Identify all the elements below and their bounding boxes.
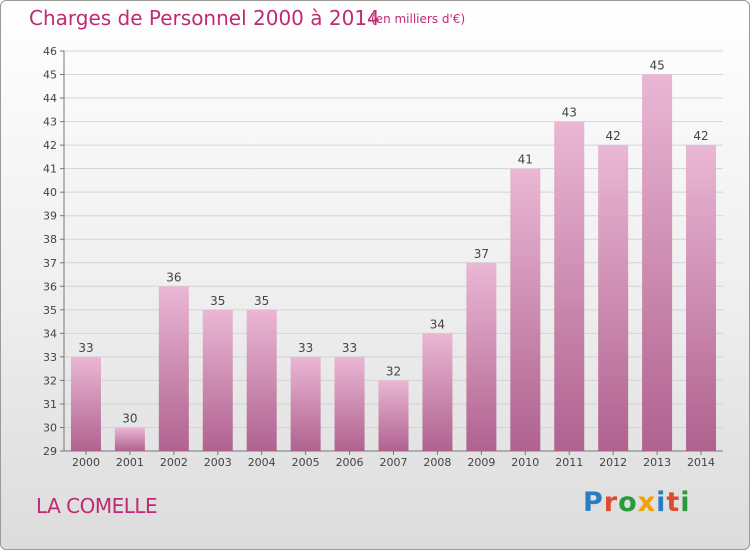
y-tick-label: 35 — [43, 304, 57, 317]
x-tick-label: 2007 — [380, 456, 408, 469]
y-tick-label: 42 — [43, 139, 57, 152]
data-label: 33 — [342, 341, 357, 355]
bar-2010 — [510, 168, 541, 451]
y-tick-label: 33 — [43, 351, 57, 364]
logo-letter: t — [666, 487, 681, 518]
x-tick-label: 2009 — [467, 456, 495, 469]
bar-2003 — [202, 309, 233, 451]
y-tick-label: 31 — [43, 398, 57, 411]
x-tick-label: 2010 — [511, 456, 539, 469]
y-tick-label: 38 — [43, 233, 57, 246]
data-label: 30 — [122, 411, 137, 425]
data-label: 35 — [210, 294, 225, 308]
y-tick-label: 36 — [43, 280, 57, 293]
y-tick-label: 32 — [43, 374, 57, 387]
bar-2004 — [246, 309, 277, 451]
y-tick-label: 45 — [43, 69, 57, 82]
bar-2002 — [158, 286, 189, 451]
data-label: 33 — [78, 341, 93, 355]
bar-2014 — [686, 145, 717, 451]
y-tick-label: 39 — [43, 210, 57, 223]
bar-2012 — [598, 145, 629, 451]
bar-2001 — [114, 427, 145, 451]
data-label: 33 — [298, 341, 313, 355]
x-tick-label: 2008 — [423, 456, 451, 469]
x-tick-label: 2006 — [336, 456, 364, 469]
logo-letter: r — [603, 487, 619, 518]
x-tick-label: 2012 — [599, 456, 627, 469]
proxiti-logo: Proxiti — [583, 487, 691, 518]
data-label: 36 — [166, 270, 181, 284]
y-tick-label: 37 — [43, 257, 57, 270]
bar-2008 — [422, 333, 453, 451]
bar-2009 — [466, 262, 497, 451]
bar-2013 — [642, 74, 673, 451]
data-label: 42 — [606, 129, 621, 143]
y-tick-label: 30 — [43, 421, 57, 434]
x-tick-label: 2014 — [687, 456, 715, 469]
data-labels: 33 30 36 35 35 33 33 32 34 37 41 43 42 45 42 — [78, 59, 708, 426]
y-tick-label: 29 — [43, 445, 57, 458]
logo-letter: i — [680, 487, 691, 518]
bar-2005 — [290, 356, 321, 451]
data-label: 35 — [254, 294, 269, 308]
bar-2006 — [334, 356, 365, 451]
y-tick-label: 44 — [43, 92, 57, 105]
data-label: 34 — [430, 317, 445, 331]
data-label: 43 — [562, 106, 577, 120]
chart-title: Charges de Personnel 2000 à 2014 — [29, 6, 380, 30]
bars — [70, 74, 717, 452]
x-tick-label: 2002 — [160, 456, 188, 469]
data-label: 45 — [649, 59, 664, 73]
x-tick-label: 2003 — [204, 456, 232, 469]
y-tick-label: 41 — [43, 163, 57, 176]
bar-2000 — [70, 356, 101, 451]
data-label: 42 — [693, 129, 708, 143]
x-tick-label: 2013 — [643, 456, 671, 469]
logo-letter: P — [583, 487, 604, 518]
x-tick-label: 2000 — [72, 456, 100, 469]
y-tick-label: 46 — [43, 45, 57, 58]
data-label: 32 — [386, 364, 401, 378]
logo-letter: i — [656, 487, 667, 518]
bar-2011 — [554, 121, 585, 452]
bar-2007 — [378, 380, 409, 451]
logo-letter: o — [618, 487, 638, 518]
logo-letter: x — [637, 487, 657, 518]
x-tick-label: 2005 — [292, 456, 320, 469]
x-tick-label: 2011 — [555, 456, 583, 469]
y-tick-label: 40 — [43, 186, 57, 199]
y-tick-label: 43 — [43, 116, 57, 129]
x-tick-label: 2001 — [116, 456, 144, 469]
commune-name: LA COMELLE — [36, 494, 158, 518]
data-label: 41 — [518, 153, 533, 167]
y-tick-label: 34 — [43, 327, 57, 340]
data-label: 37 — [474, 247, 489, 261]
chart-unit: (en milliers d'€) — [371, 12, 466, 26]
x-tick-label: 2004 — [248, 456, 276, 469]
